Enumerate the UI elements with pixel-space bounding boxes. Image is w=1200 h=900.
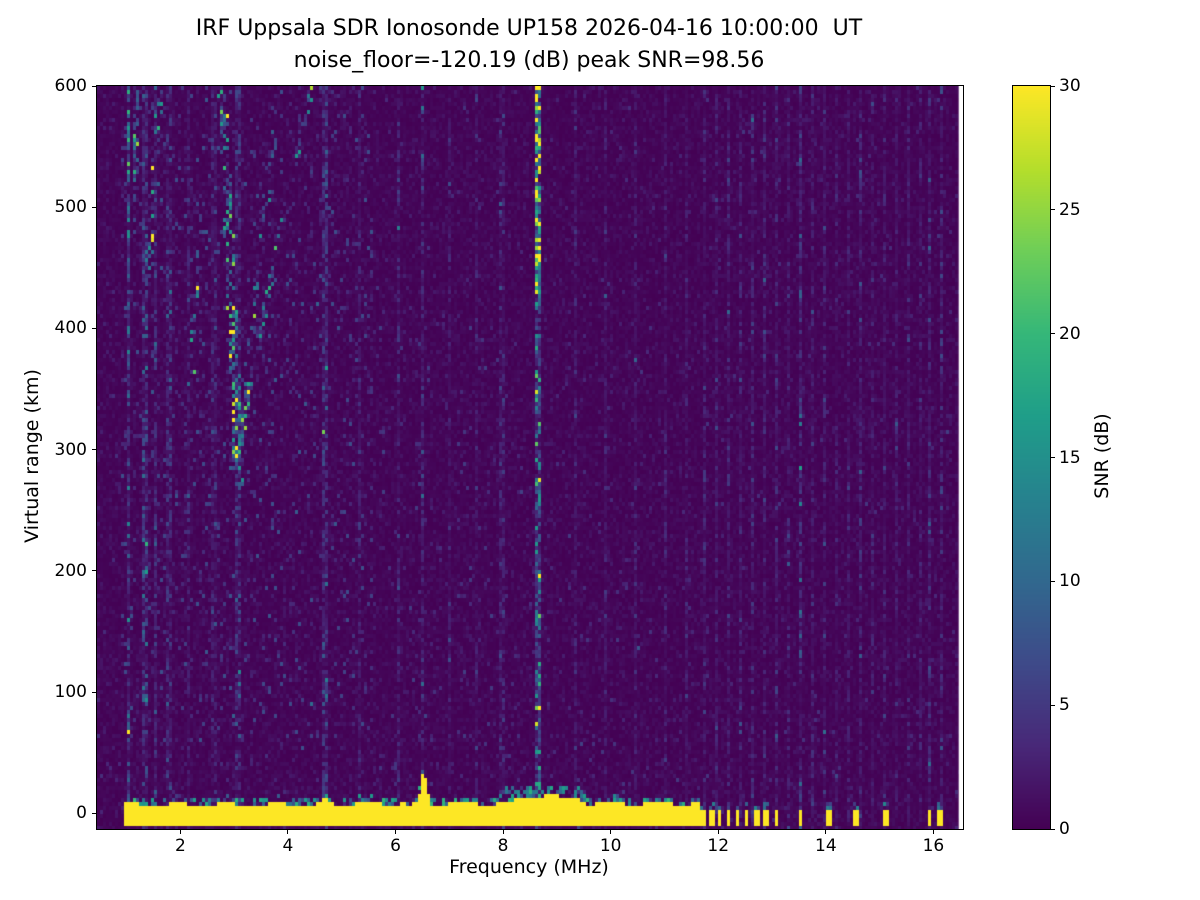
colorbar-tick-mark — [1051, 333, 1055, 335]
colorbar-tick-label: 30 — [1059, 76, 1081, 96]
x-tick-label: 8 — [497, 836, 509, 856]
x-tick-mark — [395, 830, 397, 834]
y-tick-mark — [92, 206, 96, 208]
x-tick-label: 6 — [390, 836, 401, 856]
colorbar-tick-label: 5 — [1059, 695, 1070, 716]
colorbar-tick-label: 0 — [1059, 819, 1070, 839]
x-tick-label: 10 — [599, 836, 622, 856]
colorbar-tick-mark — [1051, 209, 1055, 211]
y-tick-mark — [92, 812, 96, 814]
y-tick-label: 100 — [54, 682, 87, 703]
y-tick-label: 200 — [54, 560, 87, 581]
x-tick-label: 16 — [922, 836, 945, 856]
colorbar-canvas — [1013, 86, 1050, 829]
x-tick-mark — [610, 830, 612, 834]
colorbar-tick-mark — [1051, 85, 1055, 87]
y-tick-label: 0 — [76, 803, 87, 824]
x-tick-mark — [502, 830, 504, 834]
y-tick-label: 500 — [54, 197, 87, 218]
x-tick-mark — [179, 830, 181, 834]
chart-subtitle: noise_floor=-120.19 (dB) peak SNR=98.56 — [293, 48, 765, 73]
y-axis-label: Virtual range (km) — [21, 369, 43, 543]
x-tick-label: 2 — [174, 836, 186, 856]
x-tick-mark — [825, 830, 827, 834]
y-tick-mark — [92, 570, 96, 572]
colorbar — [1012, 85, 1051, 830]
x-tick-label: 4 — [282, 836, 294, 856]
colorbar-tick-mark — [1051, 457, 1055, 458]
y-tick-label: 300 — [54, 439, 87, 460]
colorbar-tick-mark — [1051, 704, 1055, 706]
x-axis-label: Frequency (MHz) — [449, 856, 609, 878]
colorbar-tick-label: 20 — [1059, 323, 1081, 344]
colorbar-label: SNR (dB) — [1091, 413, 1113, 499]
colorbar-tick-label: 10 — [1059, 571, 1081, 592]
y-tick-mark — [92, 449, 96, 451]
plot-area — [96, 85, 964, 830]
y-tick-label: 400 — [54, 318, 87, 339]
y-tick-mark — [92, 691, 96, 693]
x-tick-label: 14 — [815, 836, 837, 856]
x-tick-label: 12 — [707, 836, 730, 856]
colorbar-tick-mark — [1051, 580, 1055, 582]
chart-title: IRF Uppsala SDR Ionosonde UP158 2026-04-… — [195, 16, 863, 41]
y-tick-mark — [92, 85, 96, 87]
x-tick-mark — [932, 830, 934, 834]
ionogram-canvas — [97, 86, 963, 829]
x-tick-mark — [717, 830, 719, 834]
colorbar-tick-label: 25 — [1059, 199, 1081, 220]
y-tick-label: 600 — [54, 76, 87, 96]
colorbar-tick-label: 15 — [1059, 447, 1081, 468]
x-tick-mark — [287, 830, 289, 834]
y-tick-mark — [92, 327, 96, 329]
colorbar-tick-mark — [1051, 828, 1055, 830]
